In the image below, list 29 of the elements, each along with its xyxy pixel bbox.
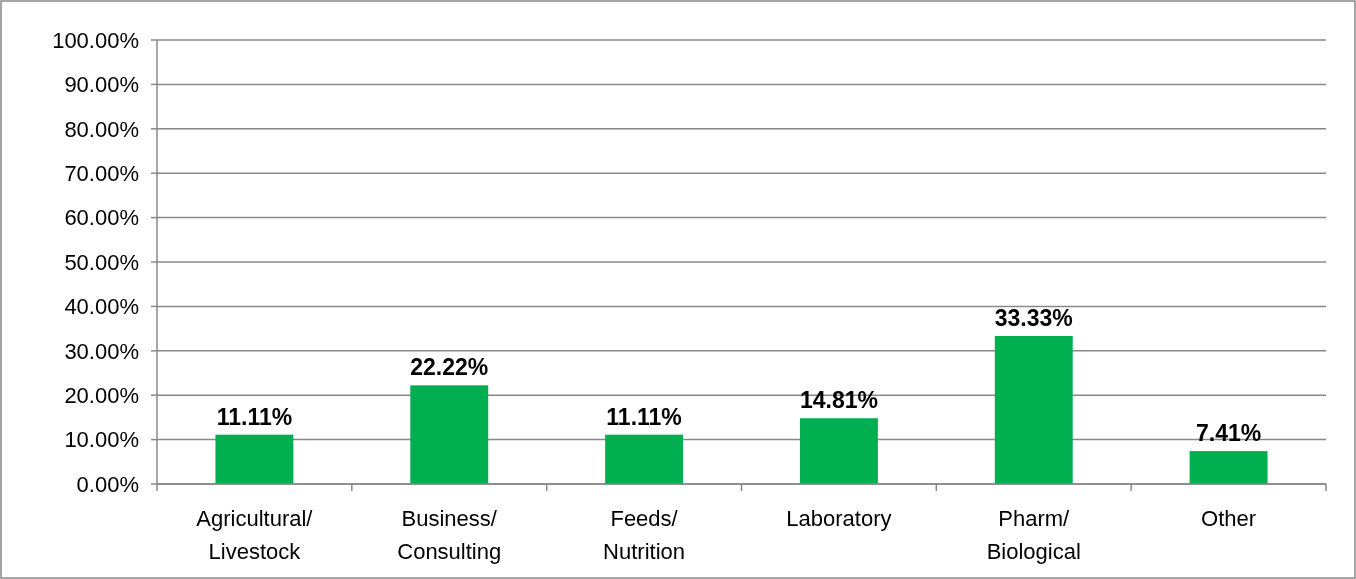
y-tick-label: 70.00% [64,160,139,186]
data-label: 14.81% [799,387,878,414]
y-tick-label: 10.00% [64,427,139,453]
bar [215,434,294,484]
data-label: 33.33% [994,305,1073,332]
data-label: 11.11% [216,403,293,430]
x-tick-label: Laboratory [786,506,892,531]
y-tick-label: 100.00% [52,27,139,53]
y-tick-label: 80.00% [64,116,139,142]
x-tick-label: Agricultural/ Livestock [196,506,314,564]
data-label: 11.11% [606,403,682,430]
x-tick-label: Feeds/ Nutrition [603,506,686,564]
x-tick-label: Pharm/ Biological [986,506,1081,564]
data-label: 22.22% [410,354,489,381]
y-tick-label: 50.00% [64,249,139,275]
y-tick-label: 30.00% [64,338,139,364]
y-tick-label: 40.00% [64,294,139,320]
y-tick-label: 60.00% [64,205,139,231]
y-tick-label: 90.00% [64,72,139,98]
x-tick-label: Business/ Consulting [397,506,502,564]
bar [799,418,878,484]
bar [994,336,1073,484]
bar [1189,451,1268,484]
y-tick-label: 20.00% [64,382,139,408]
x-tick-label: Other [1201,506,1257,531]
bar [410,385,489,484]
data-label: 7.41% [1195,420,1262,447]
bar [605,434,684,484]
y-tick-label: 0.00% [76,471,139,497]
